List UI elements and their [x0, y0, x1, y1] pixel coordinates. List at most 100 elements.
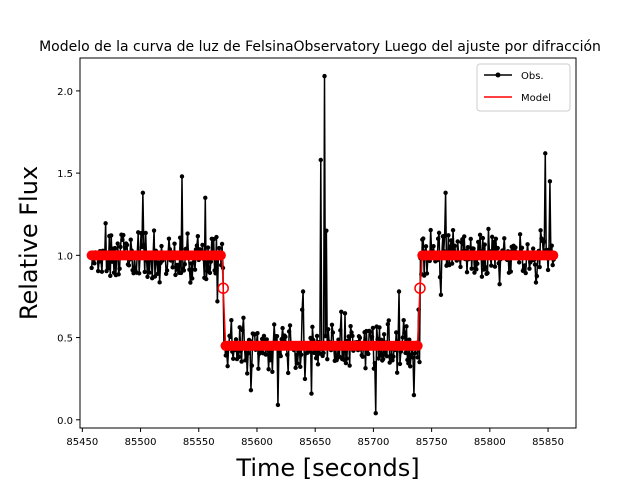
obs-point: [347, 363, 352, 368]
obs-point: [428, 227, 433, 233]
obs-point: [248, 387, 254, 393]
model-transition-point: [414, 282, 426, 294]
obs-point: [474, 267, 479, 272]
obs-point: [405, 357, 410, 363]
obs-point: [128, 237, 133, 242]
obs-point: [195, 233, 201, 239]
obs-point: [369, 334, 375, 340]
obs-point: [285, 370, 291, 376]
obs-point: [206, 265, 212, 270]
obs-point: [386, 318, 391, 323]
obs-point: [489, 263, 494, 268]
obs-point: [318, 157, 323, 163]
obs-point: [140, 190, 146, 196]
obs-point: [469, 266, 474, 271]
obs-point: [357, 335, 363, 340]
obs-point: [185, 231, 190, 236]
model-point: [412, 340, 423, 351]
obs-point: [421, 236, 426, 241]
y-tick-label: 1.5: [57, 169, 73, 180]
legend: Obs. Model: [476, 63, 571, 112]
obs-point: [476, 239, 481, 245]
obs-point: [213, 271, 218, 276]
obs-point: [479, 274, 485, 279]
obs-point: [519, 245, 525, 251]
obs-point: [435, 236, 441, 241]
model-series: [86, 250, 559, 351]
obs-point: [549, 243, 554, 248]
obs-point: [200, 242, 205, 248]
obs-point: [482, 242, 487, 247]
obs-point: [523, 270, 528, 276]
model-transition-point: [217, 282, 229, 294]
obs-point: [492, 264, 498, 269]
obs-point: [194, 243, 200, 248]
obs-point: [339, 309, 344, 315]
obs-point: [237, 325, 242, 330]
obs-point: [109, 233, 114, 238]
obs-point: [154, 260, 160, 266]
obs-point: [287, 323, 293, 328]
obs-point: [261, 333, 267, 339]
obs-point: [219, 241, 225, 247]
obs-point: [475, 261, 480, 266]
obs-point: [480, 235, 486, 241]
obs-point: [188, 280, 193, 285]
obs-point: [293, 365, 298, 371]
obs-point: [412, 351, 418, 356]
obs-point: [217, 245, 222, 251]
obs-point: [205, 245, 211, 250]
obs-point: [390, 358, 395, 363]
obs-point: [172, 241, 177, 246]
x-tick-label: 85800: [474, 437, 506, 448]
chart-title: Modelo de la curva de luz de FelsinaObse…: [39, 39, 601, 55]
obs-point: [159, 243, 164, 249]
obs-point: [394, 370, 400, 375]
model-point: [215, 250, 226, 261]
obs-point: [166, 236, 172, 241]
obs-point: [543, 151, 548, 156]
obs-point: [270, 369, 275, 374]
obs-point: [370, 325, 376, 331]
obs-point: [530, 246, 536, 251]
obs-point: [103, 221, 108, 226]
obs-point: [424, 271, 430, 276]
obs-point: [126, 263, 132, 268]
obs-point: [152, 274, 158, 279]
obs-point: [443, 190, 448, 196]
obs-point: [191, 259, 197, 265]
obs-point: [314, 333, 320, 339]
obs-point: [145, 274, 150, 279]
obs-point: [343, 360, 349, 366]
obs-point: [408, 364, 413, 369]
obs-point: [363, 366, 368, 371]
obs-point: [121, 232, 126, 238]
obs-point: [394, 330, 399, 335]
obs-point: [207, 270, 213, 275]
obs-point: [449, 261, 455, 266]
obs-point: [423, 244, 429, 249]
obs-point: [256, 366, 261, 371]
obs-point: [342, 311, 348, 316]
obs-series: [89, 73, 556, 416]
obs-point: [309, 391, 314, 396]
obs-point: [452, 243, 458, 249]
x-axis-label: Time [seconds]: [235, 454, 419, 480]
obs-point: [402, 330, 407, 335]
obs-point: [115, 241, 120, 246]
obs-point: [214, 234, 219, 240]
obs-point: [411, 392, 417, 398]
x-tick-label: 85450: [66, 437, 98, 448]
y-tick-label: 0.5: [57, 334, 73, 345]
obs-point: [404, 324, 409, 329]
obs-point: [542, 239, 547, 244]
obs-point: [136, 271, 142, 276]
obs-point: [302, 376, 308, 382]
x-tick-label: 85700: [358, 437, 390, 448]
y-tick-label: 1.0: [57, 251, 73, 262]
obs-point: [485, 270, 490, 276]
obs-point: [208, 259, 214, 264]
obs-point: [285, 352, 290, 357]
y-tick-label: 2.0: [57, 87, 73, 98]
x-tick-label: 85650: [299, 437, 331, 448]
